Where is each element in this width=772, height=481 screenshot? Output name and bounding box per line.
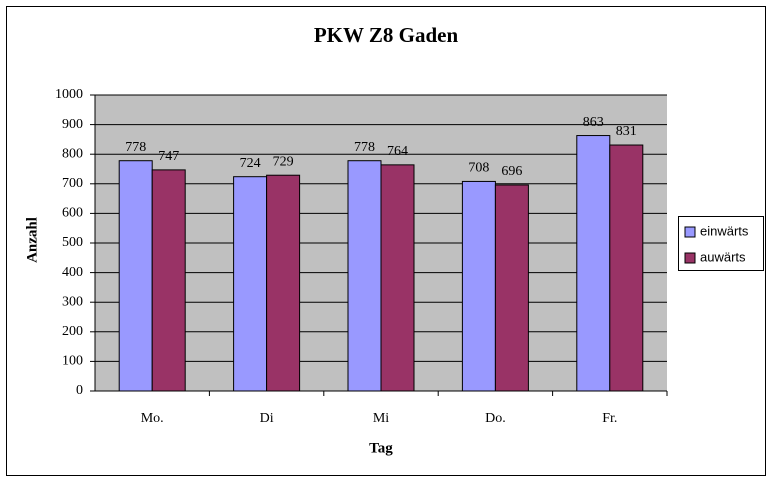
y-tick-label: 700 — [62, 176, 83, 191]
y-tick-label: 400 — [62, 265, 83, 280]
x-tick-label: Mi — [373, 411, 389, 426]
x-tick-label: Di — [260, 411, 274, 426]
legend-label: einwärts — [700, 223, 749, 238]
y-tick-label: 800 — [62, 146, 83, 161]
y-tick-label: 500 — [62, 235, 83, 250]
bar — [380, 164, 415, 392]
x-tick-label: Fr. — [602, 411, 617, 426]
data-label: 831 — [616, 124, 637, 139]
y-tick-label: 600 — [62, 206, 83, 221]
bar — [461, 180, 496, 392]
bar — [494, 184, 529, 392]
x-tick-label: Mo. — [141, 411, 164, 426]
data-label: 696 — [501, 164, 522, 179]
data-label: 747 — [158, 149, 179, 164]
y-tick-label: 100 — [62, 354, 83, 369]
legend-swatch — [684, 226, 696, 238]
y-tick-label: 300 — [62, 294, 83, 309]
data-label: 724 — [240, 156, 261, 171]
x-tick-label: Do. — [485, 411, 506, 426]
chart-title: PKW Z8 Gaden — [314, 23, 459, 47]
data-label: 778 — [125, 140, 146, 155]
data-label: 778 — [354, 140, 375, 155]
bar — [118, 160, 153, 392]
y-tick-label: 1000 — [55, 87, 83, 102]
data-label: 708 — [468, 161, 489, 176]
y-tick-label: 900 — [62, 117, 83, 132]
bar — [233, 176, 268, 392]
y-axis-title: Anzahl — [24, 217, 40, 263]
data-label: 764 — [387, 144, 408, 159]
y-tick-label: 0 — [76, 383, 83, 398]
y-tick-label: 200 — [62, 324, 83, 339]
bar — [609, 144, 644, 392]
bar — [576, 135, 611, 392]
data-label: 729 — [273, 154, 294, 169]
bar — [151, 169, 186, 392]
legend-swatch — [684, 252, 696, 264]
x-axis-title: Tag — [369, 440, 393, 456]
legend-label: auwärts — [700, 249, 746, 264]
bar — [266, 174, 301, 392]
data-label: 863 — [583, 115, 604, 130]
bar — [347, 160, 382, 392]
